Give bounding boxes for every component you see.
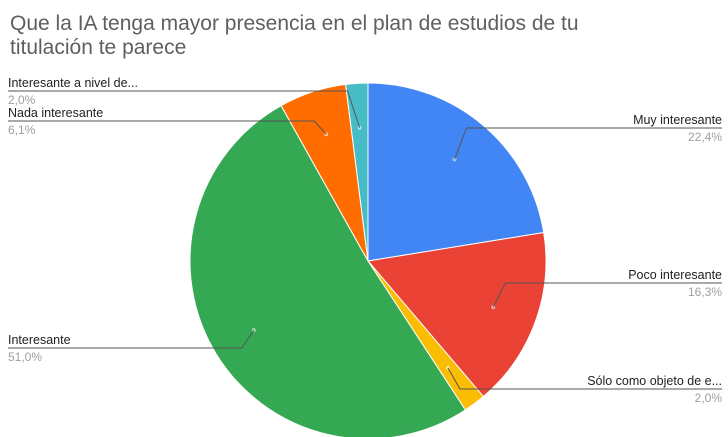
chart-title-line-2: titulación te parece <box>10 36 186 59</box>
slice-label-poco-interesante: Poco interesante <box>628 268 722 282</box>
anchor-dot-interesante-a-nivel-de <box>357 125 362 130</box>
slice-label-muy-interesante: Muy interesante <box>633 113 722 127</box>
pie-slice-poco-interesante <box>367 231 547 398</box>
pie-slices <box>189 82 547 437</box>
leader-line-solo-como-objeto-de-e <box>447 367 722 390</box>
slice-label-nada-interesante: Nada interesante <box>8 106 103 120</box>
slice-label-interesante-a-nivel-de: Interesante a nivel de... <box>8 76 138 90</box>
slice-value-interesante: 51,0% <box>8 350 42 364</box>
leader-line-nada-interesante <box>8 120 327 135</box>
slice-value-muy-interesante: 22,4% <box>688 130 722 144</box>
chart-title-line-1: Que la IA tenga mayor presencia en el pl… <box>10 12 579 35</box>
slice-value-interesante-a-nivel-de: 2,0% <box>8 93 36 107</box>
leader-line-poco-interesante <box>492 282 722 308</box>
slice-value-nada-interesante: 6,1% <box>8 123 36 137</box>
slice-value-solo-como-objeto-de-e: 2,0% <box>695 391 723 405</box>
slice-value-poco-interesante: 16,3% <box>688 285 722 299</box>
pie-slice-muy-interesante <box>367 82 545 262</box>
pie-labels: Muy interesante 22,4% Poco interesante 16,3… <box>8 76 722 405</box>
pie-slice-interesante-a-nivel-de <box>345 82 369 262</box>
slice-label-solo-como-objeto-de-e: Sólo como objeto de e... <box>587 374 722 388</box>
leader-line-interesante-a-nivel-de <box>8 90 361 128</box>
leader-line-interesante <box>8 329 255 349</box>
pie-slice-interesante <box>189 104 467 437</box>
leader-line-muy-interesante <box>454 127 722 160</box>
slice-label-interesante: Interesante <box>8 333 71 347</box>
